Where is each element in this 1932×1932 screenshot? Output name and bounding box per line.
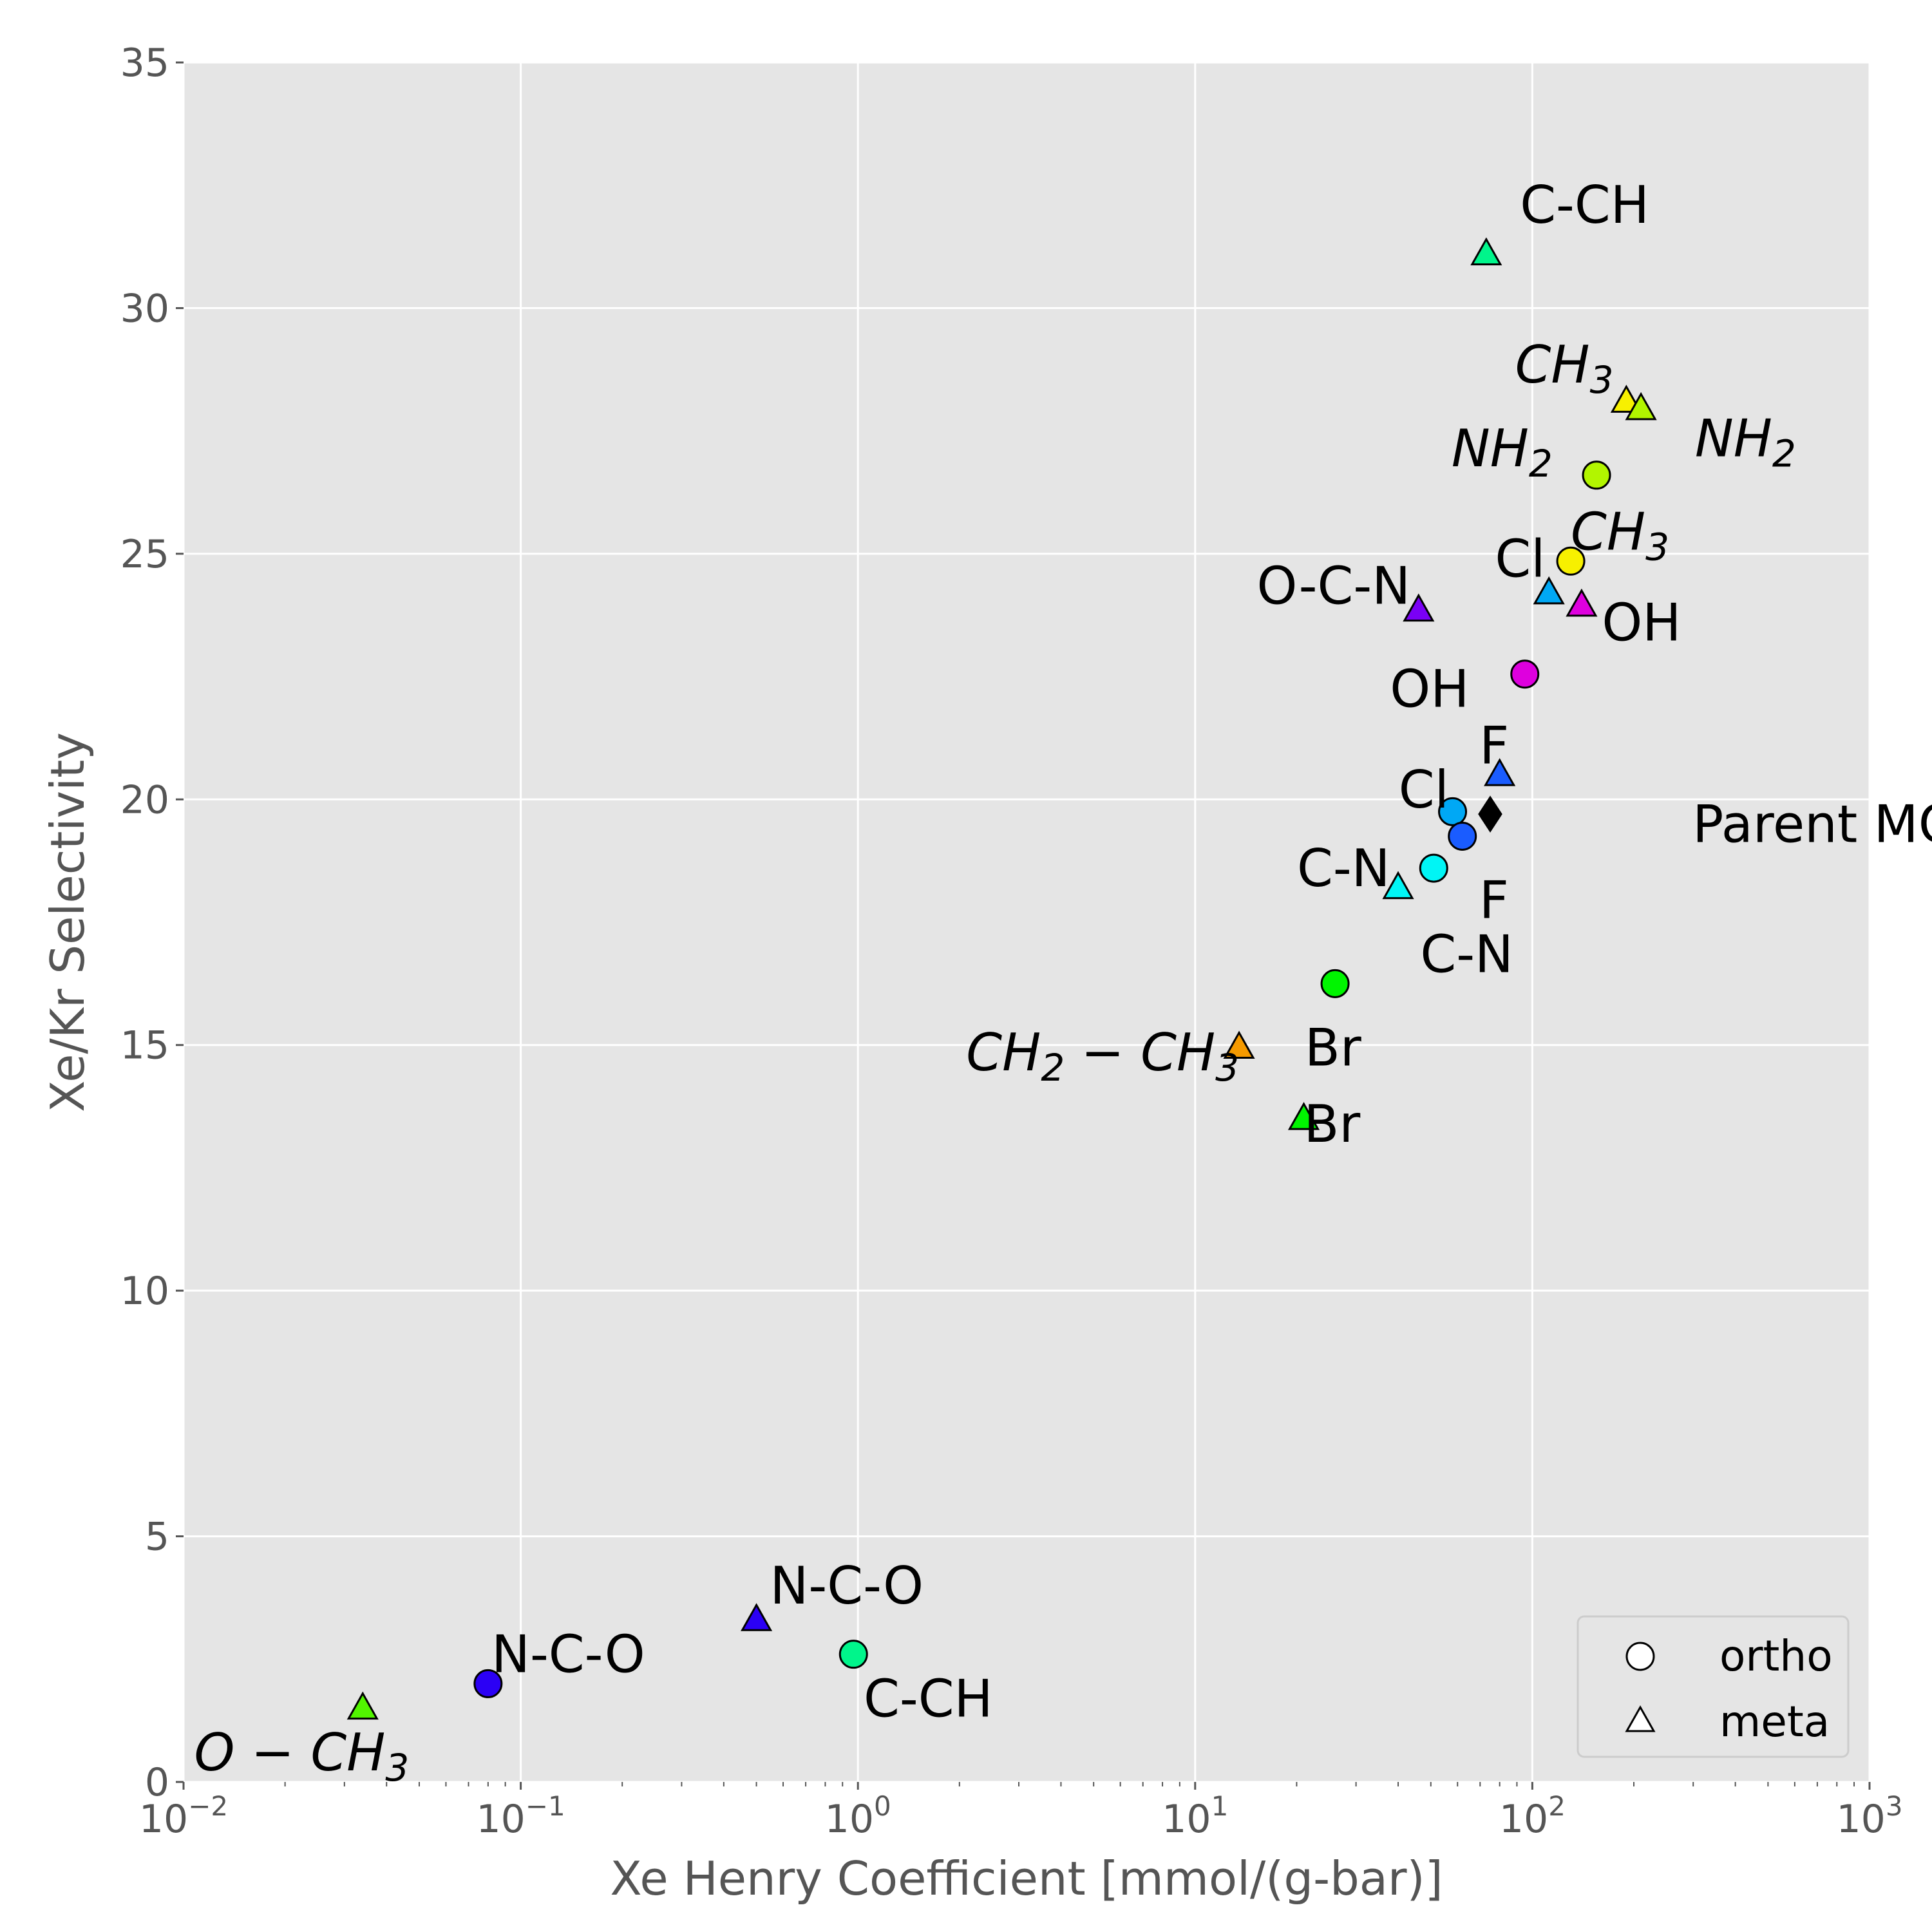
y-tick-label: 15 xyxy=(120,1023,169,1068)
y-tick-label: 0 xyxy=(145,1760,169,1805)
point-label: CH2 − CH3 xyxy=(966,1023,1239,1090)
point-marker-circle xyxy=(1438,797,1468,826)
point-label: C-CH xyxy=(864,1669,993,1728)
point-label: C-N xyxy=(1297,838,1390,898)
legend-marker-ortho xyxy=(1625,1642,1655,1671)
point-label: Parent MOF xyxy=(1692,794,1932,854)
point-marker-circle xyxy=(1582,460,1611,490)
point-marker-triangle xyxy=(1484,758,1516,786)
y-tick-label: 25 xyxy=(120,532,169,577)
point-label: Cl xyxy=(1495,529,1545,589)
x-tick-label: 101 xyxy=(1162,1790,1228,1842)
point-marker-triangle xyxy=(1287,1102,1320,1130)
x-tick-label: 10−2 xyxy=(139,1790,228,1842)
point-marker-triangle xyxy=(1625,392,1657,421)
point-marker-triangle xyxy=(1470,237,1502,266)
point-label: CH3 xyxy=(1515,335,1614,402)
point-label: OH xyxy=(1390,659,1469,719)
point-marker-triangle xyxy=(1223,1030,1255,1059)
x-tick-label: 102 xyxy=(1499,1790,1566,1842)
y-tick-label: 30 xyxy=(120,286,169,331)
point-marker-circle xyxy=(1320,969,1350,998)
point-marker-triangle xyxy=(1403,593,1435,622)
point-label: C-N xyxy=(1420,925,1513,985)
point-marker-diamond xyxy=(1478,795,1502,833)
y-axis-label: Xe/Kr Selectivity xyxy=(41,732,95,1112)
point-marker-triangle xyxy=(741,1603,773,1631)
y-tick-label: 35 xyxy=(120,41,169,86)
point-label: Cl xyxy=(1399,760,1449,820)
x-axis-label: Xe Henry Coefficient [mmol/(g-bar)] xyxy=(610,1852,1443,1906)
point-labels: Parent MOF C-CH C-CH CH3 NH2 NH2 CH3 Cl OH O-C-N O… xyxy=(194,175,1932,1790)
data-points xyxy=(346,237,1657,1720)
point-marker-circle xyxy=(473,1669,503,1698)
point-marker-circle xyxy=(1448,822,1477,851)
legend: ortho meta xyxy=(1577,1615,1850,1758)
point-label: OH xyxy=(1602,593,1681,653)
point-marker-circle xyxy=(838,1640,868,1669)
point-marker-circle xyxy=(1419,853,1448,883)
point-label: Br xyxy=(1304,1094,1361,1154)
point-label: Br xyxy=(1305,1018,1361,1078)
point-marker-triangle xyxy=(1533,576,1565,605)
legend-label-ortho: ortho xyxy=(1719,1631,1833,1681)
axis-ticks: 10−2 10−1 100 101 102 103 0 5 10 15 20 25 30 35 xyxy=(120,41,1903,1842)
point-label: N-C-O xyxy=(491,1625,645,1685)
y-tick-label: 20 xyxy=(120,777,169,822)
point-label: O-C-N xyxy=(1256,556,1410,616)
point-label: F xyxy=(1479,715,1509,775)
point-label: C-CH xyxy=(1520,175,1649,235)
point-label: N-C-O xyxy=(770,1556,924,1616)
point-label: O − CH3 xyxy=(194,1723,409,1790)
legend-label-meta: meta xyxy=(1719,1697,1830,1747)
point-label: CH3 xyxy=(1571,502,1669,569)
grid-lines xyxy=(182,61,1871,1783)
point-marker-circle xyxy=(1556,546,1586,576)
x-tick-label: 100 xyxy=(825,1790,891,1842)
point-marker-circle xyxy=(1510,659,1540,689)
x-tick-label: 103 xyxy=(1836,1790,1902,1842)
legend-marker-meta xyxy=(1625,1705,1656,1732)
point-label: NH2 xyxy=(1695,409,1796,476)
point-marker-triangle xyxy=(346,1691,379,1720)
plot-area xyxy=(184,62,1870,1782)
point-marker-triangle xyxy=(1382,871,1414,900)
point-label: NH2 xyxy=(1452,419,1553,486)
point-label: F xyxy=(1479,871,1509,931)
x-tick-label: 10−1 xyxy=(476,1790,565,1842)
y-tick-label: 5 xyxy=(145,1515,169,1560)
point-marker-triangle xyxy=(1566,588,1598,617)
y-tick-label: 10 xyxy=(120,1269,169,1314)
